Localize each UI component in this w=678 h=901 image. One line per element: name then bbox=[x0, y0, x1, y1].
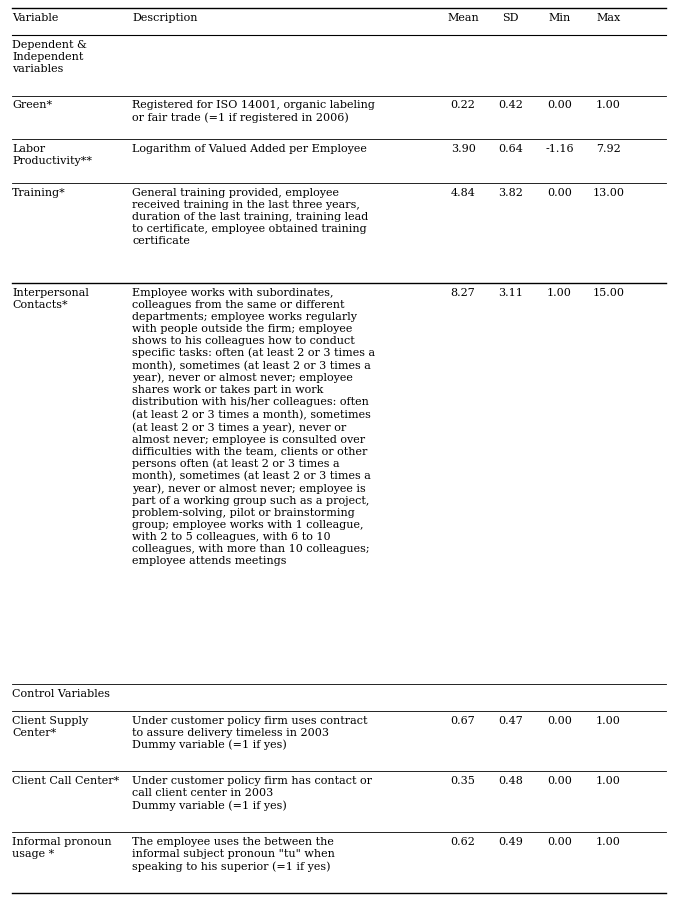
Text: 1.00: 1.00 bbox=[596, 837, 620, 847]
Text: Mean: Mean bbox=[447, 13, 479, 23]
Text: SD: SD bbox=[502, 13, 519, 23]
Text: 0.00: 0.00 bbox=[547, 837, 572, 847]
Text: 0.00: 0.00 bbox=[547, 100, 572, 111]
Text: Dependent &
Independent
variables: Dependent & Independent variables bbox=[12, 40, 87, 74]
Text: 0.49: 0.49 bbox=[498, 837, 523, 847]
Text: 0.22: 0.22 bbox=[451, 100, 475, 111]
Text: 0.35: 0.35 bbox=[451, 777, 475, 787]
Text: 0.42: 0.42 bbox=[498, 100, 523, 111]
Text: 7.92: 7.92 bbox=[596, 144, 620, 154]
Text: 3.90: 3.90 bbox=[451, 144, 475, 154]
Text: 1.00: 1.00 bbox=[596, 715, 620, 725]
Text: 0.00: 0.00 bbox=[547, 715, 572, 725]
Text: -1.16: -1.16 bbox=[545, 144, 574, 154]
Text: 15.00: 15.00 bbox=[592, 287, 624, 297]
Text: Client Supply
Center*: Client Supply Center* bbox=[12, 715, 88, 738]
Text: Client Call Center*: Client Call Center* bbox=[12, 777, 119, 787]
Text: 1.00: 1.00 bbox=[596, 777, 620, 787]
Text: Informal pronoun
usage *: Informal pronoun usage * bbox=[12, 837, 112, 859]
Text: General training provided, employee
received training in the last three years,
d: General training provided, employee rece… bbox=[132, 188, 368, 246]
Text: 1.00: 1.00 bbox=[596, 100, 620, 111]
Text: Training*: Training* bbox=[12, 188, 66, 198]
Text: Employee works with subordinates,
colleagues from the same or different
departme: Employee works with subordinates, collea… bbox=[132, 287, 376, 567]
Text: 0.64: 0.64 bbox=[498, 144, 523, 154]
Text: Variable: Variable bbox=[12, 13, 58, 23]
Text: Under customer policy firm uses contract
to assure delivery timeless in 2003
Dum: Under customer policy firm uses contract… bbox=[132, 715, 367, 751]
Text: 0.47: 0.47 bbox=[498, 715, 523, 725]
Text: Min: Min bbox=[549, 13, 570, 23]
Text: Max: Max bbox=[596, 13, 620, 23]
Text: 0.00: 0.00 bbox=[547, 188, 572, 198]
Text: Control Variables: Control Variables bbox=[12, 688, 111, 699]
Text: Registered for ISO 14001, organic labeling
or fair trade (=1 if registered in 20: Registered for ISO 14001, organic labeli… bbox=[132, 100, 375, 123]
Text: 0.62: 0.62 bbox=[451, 837, 475, 847]
Text: Logarithm of Valued Added per Employee: Logarithm of Valued Added per Employee bbox=[132, 144, 367, 154]
Text: 0.67: 0.67 bbox=[451, 715, 475, 725]
Text: Green*: Green* bbox=[12, 100, 52, 111]
Text: Labor
Productivity**: Labor Productivity** bbox=[12, 144, 92, 166]
Text: The employee uses the between the
informal subject pronoun "tu" when
speaking to: The employee uses the between the inform… bbox=[132, 837, 335, 872]
Text: 8.27: 8.27 bbox=[451, 287, 475, 297]
Text: 3.11: 3.11 bbox=[498, 287, 523, 297]
Text: 4.84: 4.84 bbox=[451, 188, 475, 198]
Text: 13.00: 13.00 bbox=[592, 188, 624, 198]
Text: Under customer policy firm has contact or
call client center in 2003
Dummy varia: Under customer policy firm has contact o… bbox=[132, 777, 372, 811]
Text: 1.00: 1.00 bbox=[547, 287, 572, 297]
Text: 0.48: 0.48 bbox=[498, 777, 523, 787]
Text: 0.00: 0.00 bbox=[547, 777, 572, 787]
Text: 3.82: 3.82 bbox=[498, 188, 523, 198]
Text: Interpersonal
Contacts*: Interpersonal Contacts* bbox=[12, 287, 89, 310]
Text: Description: Description bbox=[132, 13, 198, 23]
